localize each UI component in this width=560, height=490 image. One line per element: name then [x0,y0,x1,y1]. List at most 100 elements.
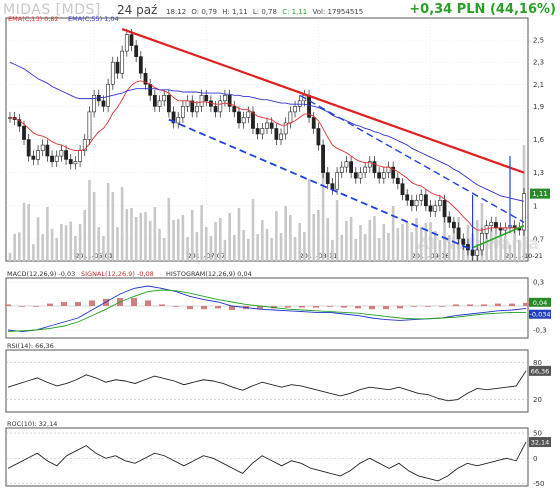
candle [101,95,106,112]
volume-bar [321,170,325,261]
candle-body [115,61,120,74]
candle-body [288,111,293,124]
legend-histogram: HISTOGRAM(12,26,9) 0,04 [166,270,252,278]
quote-high: H: 1,11 [222,8,248,16]
volume-bar [429,222,432,261]
candle-body [68,159,73,165]
macd-histogram-bar [33,306,39,307]
candle [115,56,120,79]
candle-body [17,119,22,127]
macd-histogram-bar [327,306,333,307]
macd-histogram-bar [341,306,347,308]
volume-bar [237,208,241,261]
candle-body [423,194,428,207]
volume-bar [83,210,87,261]
rsi-y-tick-label: 20 [533,396,542,404]
candle-body [409,199,414,207]
candle-body [353,172,358,179]
volume-bar [106,183,110,261]
candle [475,244,480,261]
volume-bar [363,234,367,261]
macd-histogram-bar [215,306,221,309]
volume-bar [499,226,502,261]
inner-channel-line [299,94,525,223]
quote-open: O: 0,79 [191,8,217,16]
candle-body [405,194,410,201]
roc-y-tick-label: -50 [533,480,544,488]
candle [480,227,484,256]
candle [522,188,526,236]
main-y-tick-label: 1,3 [533,169,544,177]
volume-bar [489,229,493,261]
volume-bar [415,218,418,261]
volume-bar [438,240,442,261]
candle-body [377,172,382,179]
candle [223,89,227,107]
roc-value-label: 32,14 [531,439,550,447]
macd-histogram-bar [425,306,431,307]
candle [255,122,260,140]
volume-bar [340,235,344,261]
candle-body [237,111,241,124]
macd-histogram-bar [285,306,291,308]
green-trendline [472,224,525,249]
volume-bar [190,210,194,261]
candle-body [199,95,204,107]
volume-bar [158,229,161,261]
candle [363,161,368,179]
candle-body [241,117,246,124]
last-price-label: 1,11 [532,190,548,198]
candle-body [162,95,167,102]
volume-bar [312,214,316,261]
candle-body [148,83,153,96]
volume-bar [373,216,376,261]
candle-body [470,249,475,256]
legend-ema55: EMA(C,55) 1,04 [68,15,119,23]
macd-line-tag [529,309,551,319]
session-date: 24 paź [117,3,158,17]
candle-body [22,125,26,140]
candle [297,95,302,112]
volume-bar [92,192,96,261]
candle [279,128,283,146]
candle [204,89,209,107]
candle [293,100,297,118]
candle-body [54,155,59,162]
volume-bar [130,208,133,261]
volume-bar [60,224,63,261]
volume-bar [307,179,311,261]
candle [269,117,274,134]
candle-body [223,95,227,102]
candle-body [400,183,405,196]
price-change: +0,34 PLN (44,16%) [409,2,556,17]
candle [152,89,157,112]
macd-histogram-bar [257,306,263,310]
candle-body [358,172,363,179]
candle-body [311,117,316,129]
volume-bar [345,221,348,261]
candle [377,167,382,184]
legend-roc: ROC(10): 32,14 [7,420,57,428]
candle-body [64,150,68,160]
candle [22,120,26,146]
candle [372,156,377,179]
candle-body [171,111,176,124]
chart-header: MIDAS [MDS] 24 paź 18:12 O: 0,79 H: 1,11… [0,0,560,22]
candle [180,100,185,123]
macd-hist-label: 0,04 [533,299,547,307]
candle-body [321,144,325,173]
candle-body [325,172,330,184]
macd-histogram-bar [453,304,459,306]
candle [260,122,265,140]
candle-body [124,34,129,52]
macd-histogram-bar [467,304,473,306]
candle [395,172,400,190]
macd-histogram-bar [369,306,375,310]
volume-bar [13,233,16,261]
candle-body [232,106,237,113]
volume-bar [218,218,222,261]
candle [213,100,218,118]
volume-bar [485,232,488,261]
resistance-trendline [121,28,525,174]
volume-bar [50,229,54,261]
